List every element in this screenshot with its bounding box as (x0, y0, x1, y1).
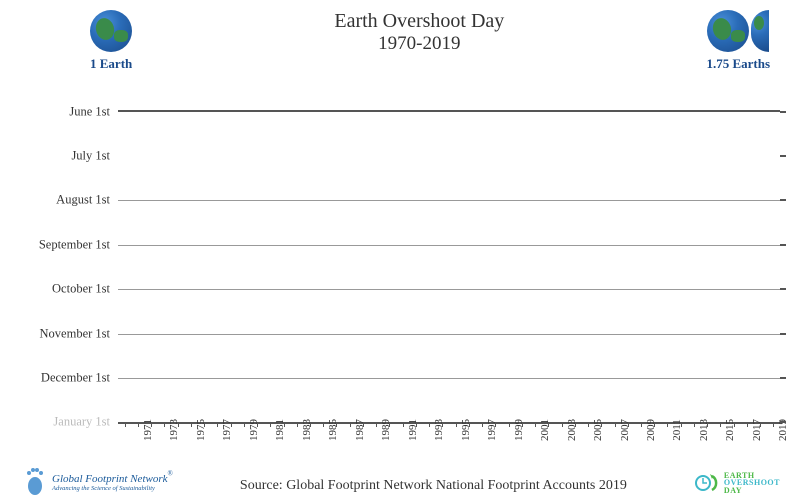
x-tick (482, 422, 483, 427)
x-tick (429, 422, 430, 427)
y-axis-label: June 1st (10, 105, 110, 120)
x-tick (376, 422, 377, 427)
x-tick (707, 422, 708, 427)
x-tick (456, 422, 457, 427)
x-tick (535, 422, 536, 427)
x-tick (310, 422, 311, 427)
x-tick (734, 422, 735, 427)
footprint-icon (24, 466, 46, 496)
x-tick (681, 422, 682, 427)
x-tick (403, 422, 404, 427)
gfn-reg: ® (168, 469, 173, 477)
gfn-logo: Global Footprint Network® Advancing the … (24, 466, 173, 496)
x-tick (442, 422, 443, 427)
x-tick (548, 422, 549, 427)
x-tick (191, 422, 192, 427)
y-tick (780, 288, 786, 290)
source-text: Source: Global Footprint Network Nationa… (173, 478, 694, 494)
x-tick (654, 422, 655, 427)
x-tick (720, 422, 721, 427)
x-tick (270, 422, 271, 427)
earth-right-label: 1.75 Earths (706, 56, 770, 72)
x-tick (694, 422, 695, 427)
eod-icon (694, 470, 720, 496)
earth-icon (90, 10, 132, 52)
eod-l3: DAY (724, 487, 780, 495)
x-tick (125, 422, 126, 427)
x-tick (575, 422, 576, 427)
x-tick (562, 422, 563, 427)
gridline (118, 378, 780, 379)
x-tick (522, 422, 523, 427)
x-tick (601, 422, 602, 427)
x-tick (628, 422, 629, 427)
title-line2: 1970-2019 (132, 33, 706, 55)
y-axis-label: January 1st (10, 415, 110, 430)
y-tick (780, 111, 786, 113)
x-tick (350, 422, 351, 427)
bars-container (118, 112, 780, 422)
gridline (118, 200, 780, 201)
bar-chart: 1971197319751977197919811983198519871989… (118, 110, 780, 424)
earth-left-label: 1 Earth (90, 56, 132, 72)
y-axis-label: July 1st (10, 148, 110, 163)
header: 1 Earth Earth Overshoot Day 1970-2019 1.… (0, 0, 800, 72)
x-tick (760, 422, 761, 427)
gfn-main-row: Global Footprint Network® (52, 470, 173, 486)
y-tick (780, 244, 786, 246)
x-tick (151, 422, 152, 427)
y-axis-label: October 1st (10, 281, 110, 296)
x-tick (336, 422, 337, 427)
eod-logo: EARTH OVERSHOOT DAY (694, 470, 780, 496)
gfn-tagline: Advancing the Science of Sustainability (52, 486, 173, 493)
x-tick (641, 422, 642, 427)
x-tick (284, 422, 285, 427)
y-axis-label: November 1st (10, 327, 110, 342)
y-tick (780, 155, 786, 157)
x-tick (231, 422, 232, 427)
x-tick (615, 422, 616, 427)
earth-right-icons (707, 10, 769, 52)
gfn-name: Global Footprint Network (52, 473, 168, 485)
x-tick (747, 422, 748, 427)
x-tick (323, 422, 324, 427)
x-tick (469, 422, 470, 427)
earth-right-block: 1.75 Earths (706, 10, 770, 72)
y-tick (780, 421, 786, 423)
x-tick (257, 422, 258, 427)
earth-icon (707, 10, 749, 52)
x-tick (363, 422, 364, 427)
x-tick (297, 422, 298, 427)
footer: Global Footprint Network® Advancing the … (0, 466, 800, 496)
x-tick (244, 422, 245, 427)
gridline (118, 245, 780, 246)
earth-partial-icon (751, 10, 769, 52)
eod-text: EARTH OVERSHOOT DAY (724, 472, 780, 495)
x-axis-labels: 1971197319751977197919811983198519871989… (118, 422, 780, 430)
x-tick (588, 422, 589, 427)
gridline (118, 334, 780, 335)
y-axis-label: August 1st (10, 192, 110, 207)
y-tick (780, 199, 786, 201)
chart-title: Earth Overshoot Day 1970-2019 (132, 10, 706, 55)
y-tick (780, 333, 786, 335)
x-tick (204, 422, 205, 427)
x-tick (667, 422, 668, 427)
x-tick (773, 422, 774, 427)
gfn-text: Global Footprint Network® Advancing the … (52, 470, 173, 493)
x-tick (416, 422, 417, 427)
x-tick (178, 422, 179, 427)
earth-left-block: 1 Earth (90, 10, 132, 72)
y-axis-label: December 1st (10, 371, 110, 386)
x-tick (389, 422, 390, 427)
x-tick (138, 422, 139, 427)
x-tick (164, 422, 165, 427)
x-tick (495, 422, 496, 427)
y-axis-label: September 1st (10, 238, 110, 253)
x-tick (217, 422, 218, 427)
y-tick (780, 377, 786, 379)
title-line1: Earth Overshoot Day (132, 10, 706, 33)
x-tick (509, 422, 510, 427)
gridline (118, 289, 780, 290)
